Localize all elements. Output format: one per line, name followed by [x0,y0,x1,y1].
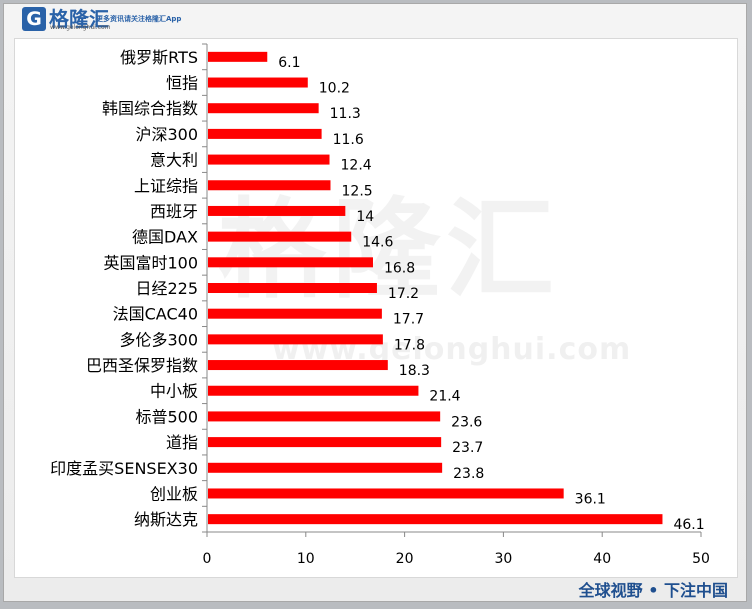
chart-panel [14,38,738,578]
logo-url: www.gelonghui.com [50,24,111,31]
value-label: 12.4 [341,158,372,174]
x-tick-label: 30 [494,551,512,567]
bar [208,180,331,191]
category-label: 沪深300 [135,125,198,144]
bar [208,51,268,62]
x-tick-label: 10 [297,551,315,567]
bar [208,128,322,139]
category-label: 意大利 [150,151,198,170]
bar [208,488,564,499]
bar [208,205,346,216]
value-label: 11.6 [333,132,364,148]
category-label: 中小板 [150,382,198,401]
bar [208,103,319,114]
value-label: 10.2 [319,81,350,97]
category-label: 法国CAC40 [113,305,198,324]
value-label: 18.3 [399,363,430,379]
logo-mark-icon: G [22,7,46,31]
category-label: 纳斯达克 [134,510,198,529]
category-label: 韩国综合指数 [102,99,198,118]
bar [208,334,383,345]
category-label: 印度孟买SENSEX30 [50,459,198,478]
value-label: 17.8 [394,337,425,353]
bar [208,437,442,448]
value-label: 11.3 [330,106,361,122]
category-label: 德国DAX [132,228,198,247]
x-tick-label: 50 [692,551,710,567]
bar [208,360,388,371]
x-tick-label: 0 [203,551,212,567]
bar [208,411,441,422]
bar [208,257,373,268]
value-label: 12.5 [342,183,373,199]
bar [208,308,382,319]
category-label: 上证综指 [134,176,198,195]
value-label: 14.6 [362,235,393,251]
value-label: 14 [356,209,374,225]
value-label: 6.1 [278,55,300,71]
category-label: 道指 [166,433,198,452]
value-label: 36.1 [575,491,606,507]
value-label: 21.4 [429,389,460,405]
category-label: 俄罗斯RTS [120,48,198,67]
x-tick-label: 40 [593,551,611,567]
bottom-slogan: 全球视野 • 下注中国 [578,581,728,600]
bar [208,77,308,88]
category-label: 西班牙 [150,202,198,221]
category-label: 多伦多300 [119,330,198,349]
category-label: 日经225 [135,279,198,298]
bar [208,385,419,396]
brand-logo: G 格隆汇 [22,7,109,31]
value-label: 46.1 [673,517,704,533]
value-label: 23.6 [451,414,482,430]
bar [208,154,330,165]
category-label: 恒指 [166,74,198,93]
category-label: 巴西圣保罗指数 [86,356,198,375]
bar [208,462,443,473]
value-label: 17.2 [388,286,419,302]
value-label: 17.7 [393,312,424,328]
category-label: 创业板 [150,484,198,503]
bar [208,283,377,293]
bar [208,514,663,525]
value-label: 23.7 [452,440,483,456]
value-label: 16.8 [384,260,415,276]
bar [208,231,352,242]
category-label: 英国富时100 [103,253,198,272]
top-slogan: 更多资讯请关注格隆汇App [96,15,182,23]
logo-name: 格隆汇 [49,7,109,31]
category-label: 标普500 [135,407,198,426]
value-label: 23.8 [453,466,484,482]
x-tick-label: 20 [396,551,414,567]
